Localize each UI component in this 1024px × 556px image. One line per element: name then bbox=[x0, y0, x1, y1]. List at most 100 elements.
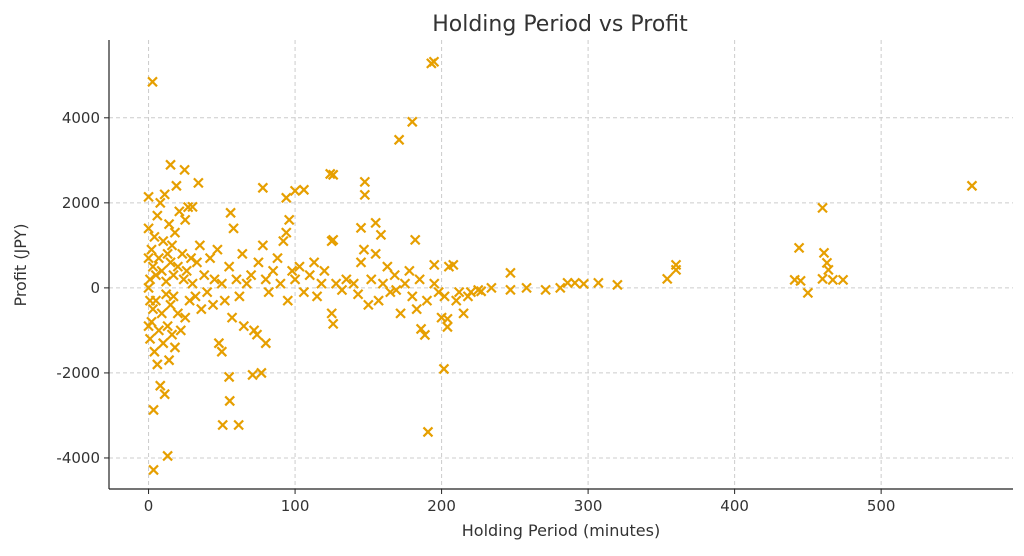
data-point bbox=[238, 320, 250, 332]
data-point bbox=[443, 261, 455, 272]
data-point bbox=[165, 257, 176, 268]
data-point bbox=[196, 303, 207, 315]
data-point bbox=[165, 299, 176, 311]
data-point bbox=[817, 273, 828, 285]
data-point bbox=[428, 278, 440, 289]
x-tick-label: 300 bbox=[574, 497, 603, 515]
data-point bbox=[260, 337, 272, 349]
data-point bbox=[304, 269, 316, 281]
data-point bbox=[225, 207, 236, 219]
data-point bbox=[160, 288, 172, 300]
data-point bbox=[182, 201, 194, 213]
data-point bbox=[217, 419, 228, 431]
data-point bbox=[336, 284, 348, 296]
data-point bbox=[363, 299, 374, 311]
data-point bbox=[168, 291, 179, 302]
axes bbox=[108, 40, 1013, 490]
data-point bbox=[157, 235, 169, 247]
data-point bbox=[458, 308, 469, 319]
data-point bbox=[355, 222, 367, 234]
data-point bbox=[505, 267, 516, 279]
data-point bbox=[377, 278, 389, 289]
data-point bbox=[143, 282, 154, 294]
data-point bbox=[411, 303, 422, 315]
data-point bbox=[426, 58, 437, 69]
data-point bbox=[422, 426, 434, 438]
data-point bbox=[191, 257, 203, 268]
y-tick-label: -4000 bbox=[56, 449, 100, 467]
data-point bbox=[319, 265, 330, 277]
data-point bbox=[670, 264, 682, 276]
data-point bbox=[143, 320, 154, 332]
data-point bbox=[148, 464, 159, 476]
data-point bbox=[166, 329, 178, 340]
data-point bbox=[818, 247, 830, 259]
x-tick-label: 100 bbox=[281, 497, 310, 515]
data-point bbox=[289, 274, 301, 285]
x-tick-label: 200 bbox=[427, 497, 456, 515]
data-point bbox=[169, 342, 181, 353]
data-point bbox=[171, 180, 182, 192]
data-point bbox=[393, 134, 405, 146]
data-point bbox=[176, 248, 188, 260]
data-point bbox=[166, 240, 178, 251]
data-point bbox=[241, 278, 253, 289]
data-point bbox=[187, 278, 198, 289]
data-point bbox=[147, 261, 159, 272]
data-point bbox=[281, 192, 292, 204]
data-point bbox=[407, 116, 418, 128]
data-point bbox=[148, 404, 159, 416]
data-point bbox=[439, 291, 450, 302]
data-point bbox=[163, 354, 175, 366]
x-tick-label: 500 bbox=[867, 497, 896, 515]
data-point bbox=[390, 284, 402, 296]
data-point bbox=[382, 261, 393, 272]
data-point bbox=[143, 252, 154, 264]
data-point bbox=[569, 277, 581, 289]
data-point bbox=[419, 329, 431, 341]
data-point bbox=[147, 303, 159, 315]
data-point bbox=[327, 169, 339, 181]
x-axis-label: Holding Period (minutes) bbox=[462, 521, 660, 540]
data-point bbox=[837, 274, 849, 286]
data-points bbox=[143, 56, 978, 476]
data-point bbox=[365, 274, 377, 285]
data-point bbox=[289, 185, 301, 197]
data-point bbox=[414, 274, 425, 285]
data-point bbox=[475, 286, 487, 297]
x-tick-label: 0 bbox=[144, 497, 154, 515]
data-point bbox=[370, 217, 381, 229]
data-point bbox=[375, 229, 387, 241]
data-point bbox=[298, 286, 310, 298]
data-point bbox=[578, 278, 589, 290]
data-point bbox=[521, 282, 532, 294]
data-point bbox=[156, 308, 168, 319]
data-point bbox=[204, 252, 216, 264]
data-point bbox=[144, 295, 156, 306]
data-point bbox=[159, 388, 170, 400]
data-point bbox=[162, 450, 173, 462]
data-point bbox=[149, 231, 160, 243]
data-point bbox=[486, 282, 497, 294]
data-point bbox=[184, 295, 195, 306]
data-point bbox=[817, 202, 828, 214]
data-point bbox=[409, 234, 421, 246]
data-point bbox=[395, 308, 406, 319]
data-point bbox=[223, 261, 235, 272]
data-point bbox=[174, 206, 185, 217]
data-point bbox=[190, 291, 201, 302]
data-point bbox=[228, 223, 239, 234]
data-point bbox=[540, 284, 551, 296]
data-point bbox=[179, 312, 191, 323]
y-tick-label: 2000 bbox=[62, 194, 100, 212]
data-point bbox=[802, 287, 814, 299]
data-point bbox=[172, 261, 184, 272]
y-tick-label: -2000 bbox=[56, 364, 100, 382]
data-point bbox=[157, 337, 169, 349]
data-point bbox=[324, 168, 336, 180]
data-point bbox=[442, 321, 453, 333]
data-point bbox=[172, 308, 184, 319]
data-point bbox=[256, 367, 267, 379]
data-point bbox=[223, 371, 235, 383]
data-point bbox=[169, 227, 181, 238]
